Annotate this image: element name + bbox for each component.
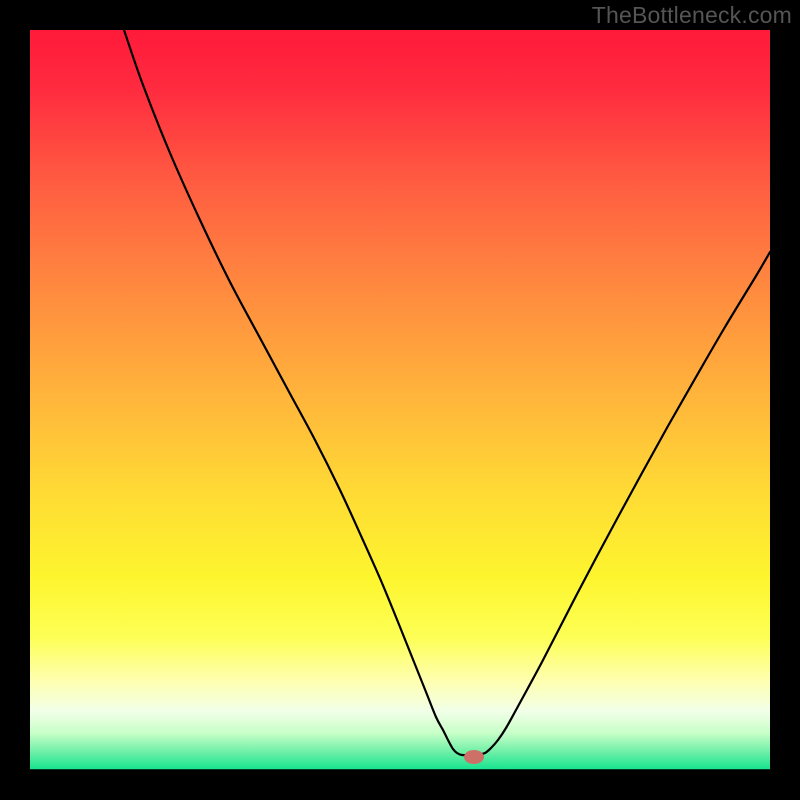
bottleneck-curve-chart (30, 30, 770, 770)
stage: TheBottleneck.com (0, 0, 800, 800)
watermark-text: TheBottleneck.com (592, 2, 792, 29)
optimal-marker (464, 750, 484, 764)
chart-background (30, 30, 770, 770)
chart-frame (30, 30, 770, 770)
